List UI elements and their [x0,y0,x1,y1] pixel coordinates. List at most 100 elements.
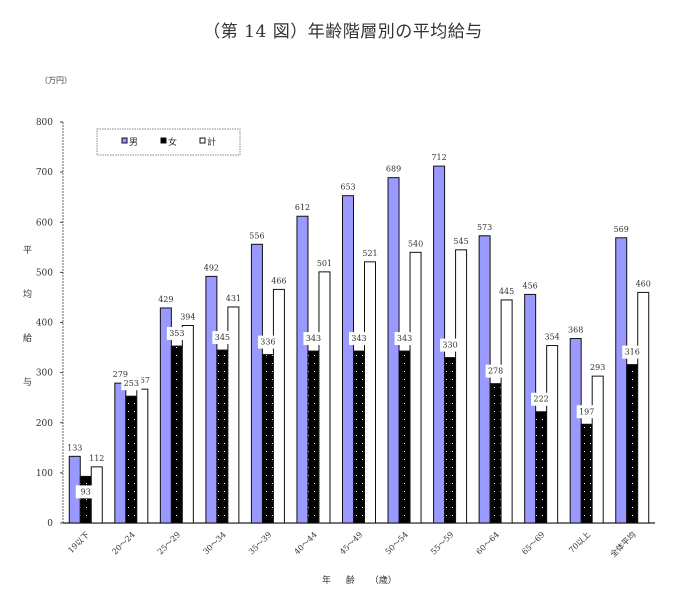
y-axis-unit: （万円） [40,76,72,85]
value-label-bg [485,364,506,378]
bar-male [615,237,628,524]
category-label: 25～29 [156,530,182,556]
y-tick-label: 100 [36,469,53,479]
bar-series [68,165,650,524]
category-label: 40～44 [292,530,318,556]
value-label-male: 279 [113,370,128,379]
bar-male [296,215,309,524]
value-label-total: 460 [636,279,651,288]
value-label-total: 445 [499,287,514,296]
value-label-male: 653 [340,183,355,192]
category-label: 30～34 [201,530,227,556]
x-axis-label: 年 齢 （歳） [322,576,397,586]
bar-total [591,375,604,524]
value-label-female: 93 [81,487,91,496]
value-label-female: 316 [625,348,640,357]
y-axis-label-char: 平 [23,246,33,256]
y-axis-label: 平 均 給 与 [23,243,35,419]
y-tick-label: 500 [36,268,53,278]
legend-label: 女 [168,136,177,148]
bar-male [478,235,491,524]
value-label-total: 267 [135,376,150,385]
value-label-male: 429 [158,295,173,304]
y-tick-label: 700 [36,168,53,178]
bar-male [205,275,218,524]
category-label: 65～69 [520,530,546,556]
value-label-female: 222 [534,395,549,404]
bar-total [409,251,422,524]
value-label-total: 545 [453,237,468,246]
value-label-female: 343 [306,334,321,343]
category-label: 35～39 [247,530,273,556]
bar-female [216,349,229,524]
category-label: 全体平均 [608,529,638,559]
value-label-male: 492 [204,263,219,272]
bar-female [261,354,274,524]
value-label-male: 368 [568,326,583,335]
bar-total [364,261,376,524]
legend-label: 計 [207,136,216,148]
bar-female [353,350,365,524]
category-label: 20～24 [110,530,136,556]
value-label-bg [531,392,552,406]
value-label-bg [622,345,643,359]
y-axis-label-char: 均 [23,290,33,300]
value-label-female: 353 [169,329,184,338]
bar-male [524,293,537,524]
legend-label: 男 [129,137,138,148]
value-label-total: 431 [226,294,241,303]
value-label-total: 394 [180,313,195,322]
bar-female [626,364,639,524]
value-label-female: 330 [442,341,457,350]
bar-total [272,288,285,524]
value-label-female: 343 [397,334,412,343]
value-label-bg [303,332,324,346]
bar-total [637,291,650,524]
y-tick-label: 200 [36,419,53,429]
value-label-bg [212,331,233,345]
y-tick-label: 300 [36,369,53,379]
y-tick-label: 0 [47,519,53,529]
value-label-bg [75,485,96,499]
value-label-total: 466 [271,276,286,285]
bar-female [307,350,320,524]
bar-total [455,249,468,524]
value-label-male: 133 [67,443,82,452]
value-label-total: 293 [590,363,605,372]
bar-female [489,383,502,524]
value-label-bg [257,335,278,349]
value-label-male: 573 [477,223,492,232]
bar-male [569,338,582,524]
bar-female [398,350,411,524]
value-label-bg [576,405,597,419]
bar-female [580,423,593,524]
bar-total [318,271,331,524]
bar-male [114,382,127,524]
value-label-male: 569 [614,225,629,234]
bar-female [125,395,138,524]
bar-male [250,243,263,524]
value-label-bg [166,327,187,341]
y-tick-label: 800 [36,118,53,128]
bar-total [500,299,513,524]
value-label-male: 712 [431,153,446,162]
y-tick-label: 600 [36,218,53,228]
chart-title: （第 14 図）年齢階層別の平均給与 [203,22,483,42]
value-label-female: 253 [124,379,139,388]
value-label-male: 689 [386,165,401,174]
chart-legend: 男女計 [96,128,241,156]
bar-male [159,307,172,524]
value-label-total: 540 [408,239,423,248]
value-label-bg [440,338,461,352]
bar-female [444,357,457,524]
category-label: 45～49 [338,530,364,556]
y-tick-label: 400 [36,319,53,329]
value-label-bg [394,332,415,346]
category-label: 19以下 [66,530,91,555]
value-label-total: 354 [545,333,560,342]
value-label-total: 501 [317,259,332,268]
y-axis-label-char: 給 [23,334,33,344]
legend-swatch-icon [199,137,206,144]
category-label: 70以上 [567,530,592,555]
